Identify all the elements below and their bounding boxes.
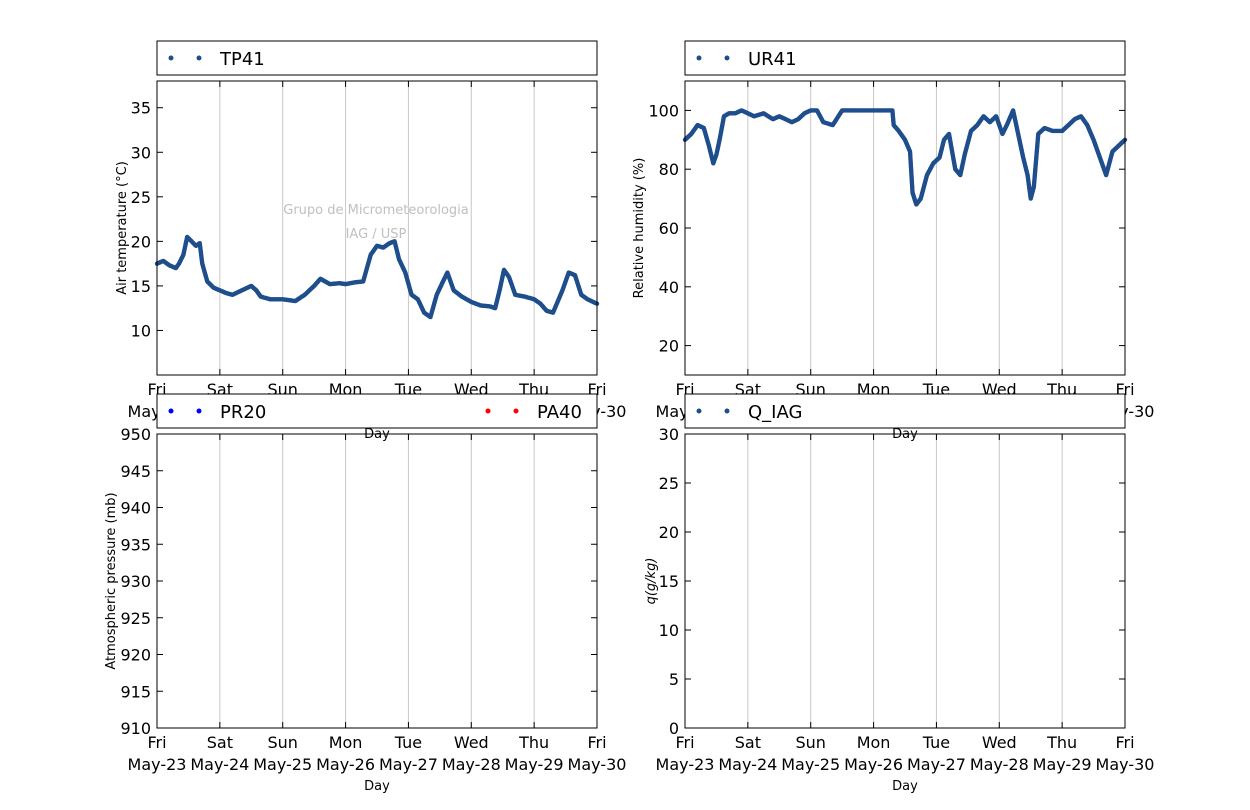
y-tick-label: 930 xyxy=(120,572,151,591)
y-tick-label: 25 xyxy=(131,188,151,207)
legend-marker xyxy=(196,408,202,414)
legend-marker xyxy=(696,408,702,414)
y-axis-label: q(g/kg) xyxy=(644,558,659,605)
x-tick-day-label: Fri xyxy=(1115,733,1134,752)
legend-box xyxy=(156,40,598,76)
y-axis-label: Relative humidity (%) xyxy=(632,158,647,299)
legend-marker xyxy=(485,408,491,414)
x-tick-day-label: Sat xyxy=(735,733,761,752)
x-tick-date-label: May-30 xyxy=(1096,755,1155,774)
x-tick-date-label: May-24 xyxy=(190,755,249,774)
x-tick-date-label: May-23 xyxy=(128,755,187,774)
series-TP41 xyxy=(154,234,600,320)
watermark-line-2: IAG / USP xyxy=(346,227,407,242)
y-tick-label: 20 xyxy=(131,232,151,251)
x-tick-day-label: Wed xyxy=(454,733,489,752)
y-tick-label: 950 xyxy=(120,425,151,444)
legend-label: PR20 xyxy=(220,402,266,423)
y-tick-label: 30 xyxy=(131,143,151,162)
x-tick-day-label: Fri xyxy=(675,733,694,752)
y-tick-label: 910 xyxy=(120,719,151,738)
y-tick-label: 35 xyxy=(131,99,151,118)
x-tick-day-label: Fri xyxy=(587,733,606,752)
y-tick-label: 945 xyxy=(120,462,151,481)
y-tick-label: 25 xyxy=(659,474,679,493)
y-tick-label: 30 xyxy=(659,425,679,444)
x-tick-date-label: May-28 xyxy=(970,755,1029,774)
plot-frame xyxy=(156,433,598,729)
series-UR41 xyxy=(682,108,1128,207)
y-tick-label: 925 xyxy=(120,609,151,628)
x-tick-day-label: Tue xyxy=(394,733,422,752)
x-tick-date-label: May-29 xyxy=(1033,755,1092,774)
legend-marker xyxy=(168,55,174,61)
legend-marker xyxy=(724,55,730,61)
y-tick-label: 20 xyxy=(659,523,679,542)
chart-panel-4: 051015202530FriMay-23SatMay-24SunMay-25M… xyxy=(644,393,1155,794)
legend-marker xyxy=(696,55,702,61)
x-tick-day-label: Sat xyxy=(207,733,233,752)
legend-marker xyxy=(168,408,174,414)
x-tick-date-label: May-29 xyxy=(505,755,564,774)
legend-marker xyxy=(724,408,730,414)
legend-label: TP41 xyxy=(219,49,265,70)
legend-label: Q_IAG xyxy=(748,402,802,423)
legend-label: PA40 xyxy=(537,402,582,423)
x-tick-day-label: Mon xyxy=(329,733,363,752)
watermark-line-1: Grupo de Micrometeorologia xyxy=(283,203,469,218)
legend-box xyxy=(684,393,1126,429)
x-axis-label: Day xyxy=(364,779,390,794)
x-tick-day-label: Sun xyxy=(267,733,297,752)
legend-box xyxy=(684,40,1126,76)
x-tick-day-label: Fri xyxy=(147,733,166,752)
y-tick-label: 15 xyxy=(131,277,151,296)
x-tick-day-label: Sun xyxy=(795,733,825,752)
x-tick-day-label: Thu xyxy=(518,733,549,752)
y-tick-label: 10 xyxy=(131,321,151,340)
x-tick-day-label: Tue xyxy=(922,733,950,752)
y-tick-label: 40 xyxy=(659,278,679,297)
y-axis-label: Air temperature (°C) xyxy=(115,161,130,295)
y-tick-label: 935 xyxy=(120,535,151,554)
x-tick-date-label: May-27 xyxy=(907,755,966,774)
plot-frame xyxy=(684,433,1126,729)
x-tick-date-label: May-23 xyxy=(656,755,715,774)
x-tick-date-label: May-24 xyxy=(718,755,777,774)
legend-marker xyxy=(513,408,519,414)
y-tick-label: 100 xyxy=(648,101,679,120)
legend-label: UR41 xyxy=(748,49,797,70)
y-tick-label: 0 xyxy=(669,719,679,738)
y-tick-label: 5 xyxy=(669,670,679,689)
y-tick-label: 60 xyxy=(659,219,679,238)
y-tick-label: 80 xyxy=(659,160,679,179)
x-tick-date-label: May-25 xyxy=(781,755,840,774)
legend-marker xyxy=(196,55,202,61)
plot-frame xyxy=(156,80,598,376)
x-tick-date-label: May-26 xyxy=(316,755,375,774)
y-tick-label: 10 xyxy=(659,621,679,640)
x-tick-date-label: May-25 xyxy=(253,755,312,774)
y-tick-label: 915 xyxy=(120,682,151,701)
x-tick-date-label: May-26 xyxy=(844,755,903,774)
y-axis-label: Atmospheric pressure (mb) xyxy=(104,492,119,669)
y-tick-label: 920 xyxy=(120,646,151,665)
chart-panel-2: 20406080100FriMay-23SatMay-24SunMay-25Mo… xyxy=(632,40,1154,442)
y-tick-label: 20 xyxy=(659,337,679,356)
x-tick-date-label: May-28 xyxy=(442,755,501,774)
y-tick-label: 15 xyxy=(659,572,679,591)
x-tick-day-label: Mon xyxy=(857,733,891,752)
plot-frame xyxy=(684,80,1126,376)
legend-box xyxy=(156,393,598,429)
x-tick-day-label: Thu xyxy=(1046,733,1077,752)
chart-panel-3: 910 915 920 925 930 935 940 945 950 Fri May-23 Sat M… xyxy=(104,393,627,794)
x-tick-date-label: May-30 xyxy=(568,755,627,774)
x-axis-label: Day xyxy=(892,779,918,794)
x-tick-date-label: May-27 xyxy=(379,755,438,774)
x-tick-day-label: Wed xyxy=(982,733,1017,752)
y-tick-label: 940 xyxy=(120,499,151,518)
